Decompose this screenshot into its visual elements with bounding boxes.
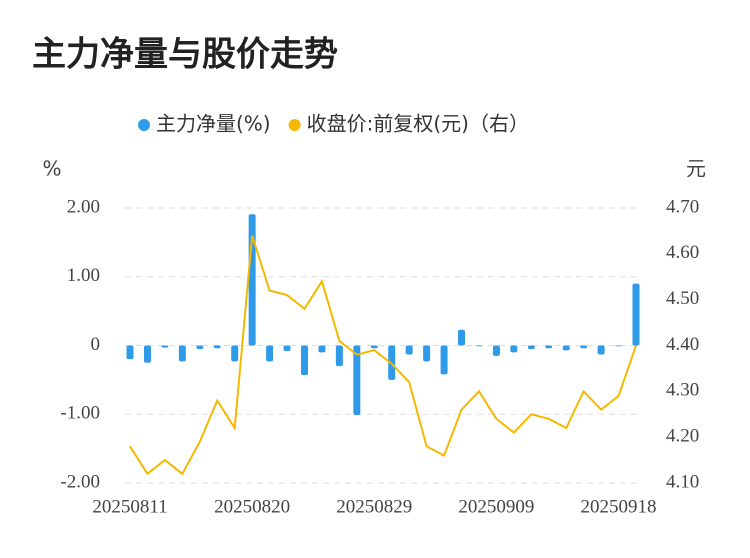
legend-label: 主力净量(%) [156,112,271,136]
bar [248,214,256,346]
y-tick-label: 1.00 [67,265,100,286]
bar [440,345,448,375]
legend-label: 收盘价:前复权(元)（右） [307,112,529,136]
bar [510,345,518,353]
bar [423,345,431,362]
x-tick-label: 20250829 [336,496,412,517]
bar [178,345,186,362]
y2-tick-label: 4.40 [666,334,699,355]
bar [370,345,378,349]
bar [266,345,274,362]
bar [615,345,623,347]
bar [335,345,343,367]
bar [580,345,588,349]
bar [545,345,553,349]
bar [300,345,308,376]
y-tick-label: 0 [91,334,101,355]
legend-marker [288,119,301,131]
bar [458,329,466,346]
y2-tick-label: 4.70 [666,196,699,217]
bar [597,345,605,355]
bar [353,345,361,415]
y-tick-label: -1.00 [60,403,100,424]
y2-tick-label: 4.10 [666,471,699,492]
chart-title: 主力净量与股价走势 [32,35,338,75]
bar [283,345,291,351]
price-line [129,235,637,476]
bar [562,345,570,351]
x-tick-label: 20250811 [92,496,167,517]
bar [126,345,134,360]
y2-tick-label: 4.30 [666,380,699,401]
bar [475,345,483,347]
y2-tick-label: 4.20 [666,426,699,447]
x-tick-label: 20250918 [581,496,657,517]
bar [143,345,151,363]
x-tick-label: 20250820 [214,496,290,517]
bar [196,345,204,349]
y2-tick-label: 4.60 [666,242,699,263]
bar [231,345,239,362]
bar [161,345,169,348]
bar [318,345,326,353]
bar [405,345,413,355]
bar [527,345,535,349]
y-axis-label: % [42,157,61,181]
y-tick-label: 2.00 [67,196,100,217]
y2-tick-label: 4.50 [666,288,699,309]
bar [213,345,221,349]
bar [492,345,500,356]
bar [632,283,640,346]
y-tick-label: -2.00 [60,471,100,492]
x-tick-label: 20250909 [458,496,534,517]
legend-marker [138,119,150,131]
y2-axis-label: 元 [686,157,706,181]
